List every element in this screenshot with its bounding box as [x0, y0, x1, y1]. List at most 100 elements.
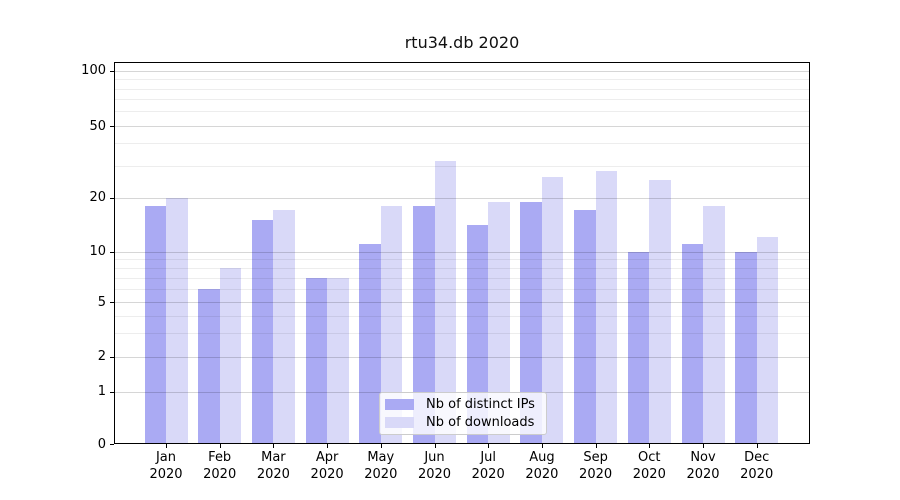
grid-line-major [114, 126, 810, 127]
bar-downloads [595, 171, 618, 444]
bar-distinct-ips [520, 201, 542, 444]
x-tick-year: 2020 [471, 466, 505, 482]
grid-line-minor [114, 111, 810, 113]
x-tick-label: Jun 2020 [403, 450, 467, 483]
x-tick-month: Oct [638, 450, 661, 465]
x-tick-mark [649, 444, 651, 448]
grid-line-minor [114, 79, 810, 81]
x-tick-year: 2020 [310, 466, 344, 482]
bar-distinct-ips [735, 251, 757, 444]
bar-distinct-ips [359, 244, 381, 444]
y-tick-mark [110, 126, 114, 127]
x-tick-mark [273, 444, 275, 448]
y-tick-label: 0 [97, 436, 106, 452]
grid-line-minor [114, 99, 810, 101]
y-tick-mark [110, 302, 114, 304]
grid-line-major [114, 70, 810, 72]
y-tick-label: 2 [97, 349, 106, 365]
legend-entry: Nb of distinct IPs [385, 397, 546, 412]
plot-area [114, 62, 810, 444]
grid-line-minor [114, 259, 810, 261]
grid-line-minor [114, 277, 810, 279]
grid-line-major [114, 302, 810, 304]
grid-line-major [114, 356, 810, 358]
legend-swatch [385, 399, 414, 410]
x-tick-mark [380, 444, 382, 448]
x-tick-label: Feb 2020 [188, 450, 252, 483]
bar-downloads [434, 160, 456, 444]
x-tick-month: Mar [261, 450, 286, 465]
y-tick-label: 1 [97, 384, 106, 400]
x-tick-month: Apr [315, 450, 339, 465]
chart-title: rtu34.db 2020 [404, 33, 520, 52]
x-tick-year: 2020 [149, 466, 183, 482]
bar-distinct-ips [413, 205, 435, 444]
grid-line-minor [114, 165, 810, 167]
x-tick-month: May [367, 450, 395, 465]
bar-downloads [273, 210, 295, 444]
bar-distinct-ips [251, 220, 274, 444]
bar-downloads [219, 267, 242, 444]
y-tick-mark [110, 251, 114, 253]
bar-distinct-ips [681, 244, 703, 444]
x-tick-label: Jul 2020 [456, 450, 520, 483]
legend-entry: Nb of downloads [385, 415, 546, 430]
y-tick-label: 100 [81, 63, 106, 79]
grid-line-minor [114, 143, 810, 145]
x-tick-mark [756, 444, 758, 448]
x-tick-label: May 2020 [349, 450, 413, 483]
x-tick-month: Feb [208, 450, 232, 465]
bar-downloads [703, 205, 725, 444]
x-tick-month: Jul [480, 450, 497, 465]
x-tick-mark [541, 444, 543, 448]
grid-line-minor [114, 315, 810, 317]
x-tick-year: 2020 [203, 466, 237, 482]
legend-label: Nb of downloads [426, 415, 535, 430]
grid-line-minor [114, 267, 810, 269]
x-tick-year: 2020 [525, 466, 559, 482]
bar-downloads [649, 180, 671, 444]
y-tick-mark [110, 444, 114, 445]
bar-distinct-ips [144, 205, 166, 444]
x-tick-year: 2020 [364, 466, 398, 482]
x-tick-label: Mar 2020 [241, 450, 305, 483]
x-tick-mark [219, 444, 221, 448]
x-tick-year: 2020 [686, 466, 720, 482]
x-tick-year: 2020 [417, 466, 452, 482]
y-tick-mark [110, 197, 114, 199]
bar-downloads [488, 201, 510, 444]
y-tick-mark [110, 356, 114, 358]
bar-downloads [756, 237, 779, 444]
grid-line-minor [114, 88, 810, 90]
x-tick-year: 2020 [740, 466, 774, 482]
x-tick-label: Aug 2020 [510, 450, 574, 483]
legend-label: Nb of distinct IPs [426, 397, 535, 412]
x-tick-year: 2020 [579, 466, 613, 482]
x-tick-label: Oct 2020 [617, 450, 681, 483]
x-tick-label: Dec 2020 [725, 450, 789, 483]
x-tick-label: Jan 2020 [134, 450, 198, 483]
bar-downloads [327, 277, 349, 444]
x-tick-mark [595, 444, 597, 448]
x-tick-mark [327, 444, 329, 448]
bar-distinct-ips [198, 288, 220, 444]
x-tick-label: Apr 2020 [295, 450, 359, 483]
x-tick-month: Aug [529, 450, 555, 465]
x-tick-year: 2020 [632, 466, 666, 482]
bar-downloads [541, 177, 564, 444]
grid-line-minor [114, 288, 810, 290]
y-tick-label: 5 [97, 294, 106, 310]
x-tick-month: Nov [690, 450, 716, 465]
x-tick-mark [166, 444, 167, 448]
x-tick-month: Jan [155, 450, 177, 465]
legend-swatch [385, 417, 414, 428]
x-tick-label: Sep 2020 [564, 450, 628, 483]
bar-downloads [166, 197, 188, 444]
x-tick-mark [488, 444, 490, 448]
grid-line-major [114, 251, 810, 253]
bar-distinct-ips [305, 277, 328, 444]
x-tick-month: Dec [744, 450, 770, 465]
x-tick-mark [703, 444, 704, 448]
y-tick-mark [110, 70, 114, 72]
